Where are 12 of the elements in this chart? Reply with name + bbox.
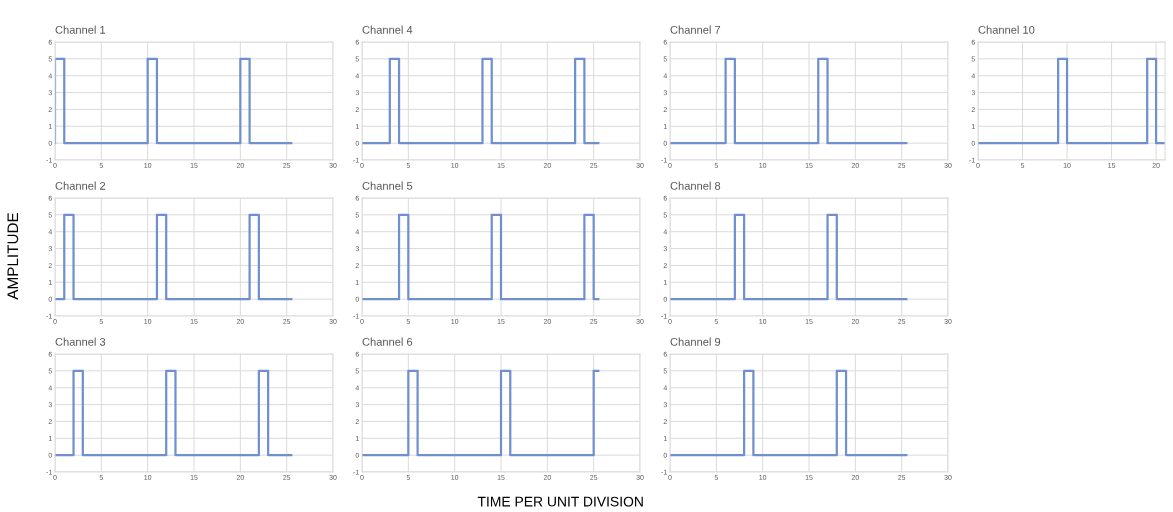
chart-title: Channel 10 — [978, 25, 1035, 34]
chart-title: Channel 5 — [362, 181, 413, 190]
chart-title: Channel 4 — [362, 25, 413, 34]
chart-title: Channel 3 — [55, 337, 106, 346]
chart-title: Channel 7 — [670, 25, 721, 34]
chart-title: Channel 9 — [670, 337, 721, 346]
x-axis-title: TIME PER UNIT DIVISION — [477, 496, 643, 507]
chart-title: Channel 8 — [670, 181, 721, 190]
chart-title: Channel 1 — [55, 25, 106, 34]
y-axis-title: AMPLITUDE — [7, 212, 19, 300]
chart-title: Channel 6 — [362, 337, 413, 346]
chart-title: Channel 2 — [55, 181, 106, 190]
